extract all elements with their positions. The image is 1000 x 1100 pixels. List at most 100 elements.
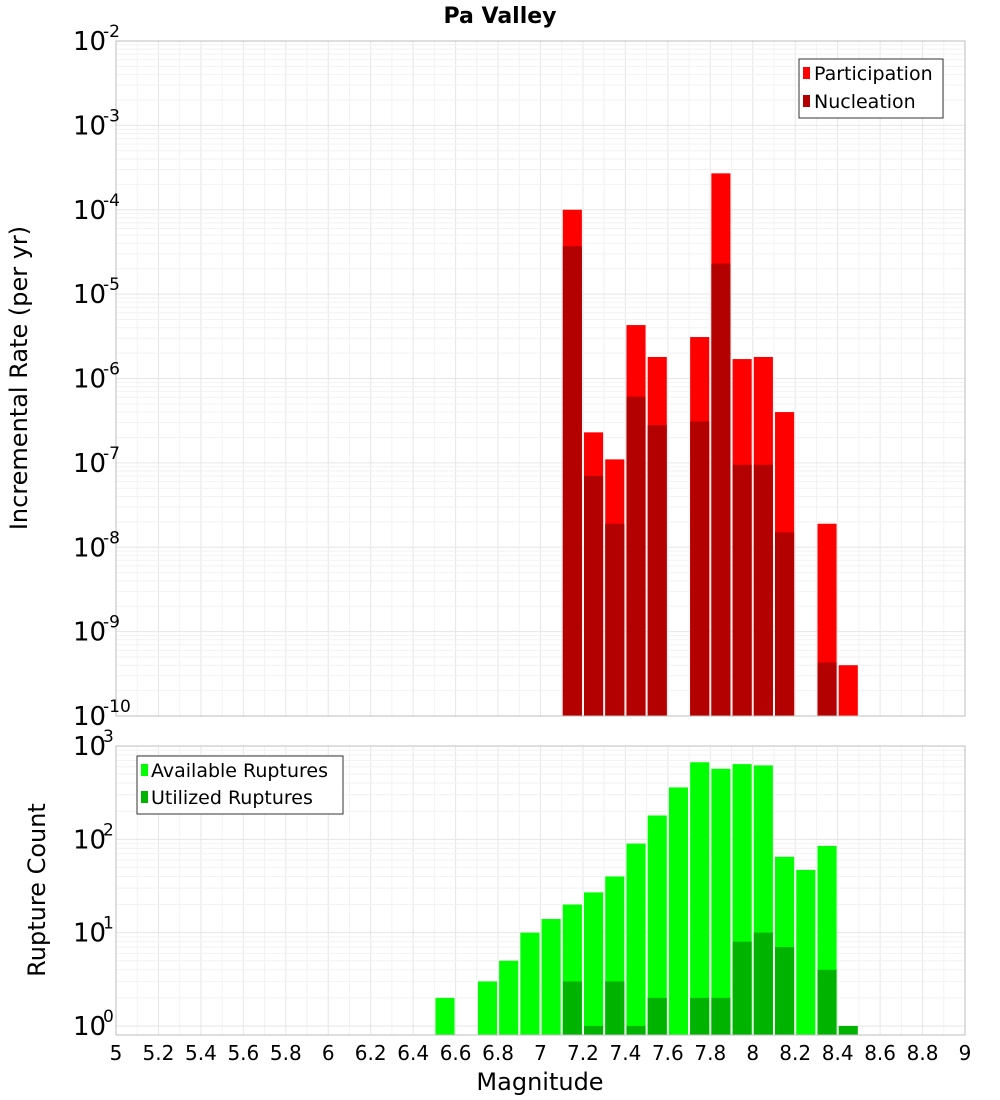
svg-text:-4: -4 [103,191,120,211]
available-ruptures-bar [477,981,497,1035]
svg-text:-6: -6 [103,360,120,380]
nucleation-bar [562,246,582,716]
available-ruptures-bar [711,768,731,1035]
available-ruptures-bar [435,997,455,1035]
available-ruptures-bar [541,919,561,1035]
bottom-y-tick-label: 100 [73,1007,114,1042]
svg-text:3: 3 [103,727,114,747]
top-bars [562,173,858,716]
legend-swatch-nucleation [803,95,810,107]
nucleation-bar [732,464,752,716]
nucleation-bar [775,532,795,716]
utilized-ruptures-bar [626,1025,646,1035]
utilized-ruptures-bar [838,1025,858,1035]
top-y-tick-label: 10-10 [73,697,131,732]
x-tick-label: 5.4 [185,1041,217,1065]
nucleation-bar [753,464,773,716]
available-ruptures-bar [647,815,667,1035]
bottom-y-tick-label: 102 [73,820,114,855]
bottom-y-tick-label: 103 [73,727,114,762]
nucleation-bar [584,475,604,716]
svg-text:2: 2 [103,820,114,840]
nucleation-bar [817,662,837,716]
svg-text:-8: -8 [103,528,120,548]
participation-bar [838,665,858,716]
nucleation-bar [605,523,625,716]
svg-text:10: 10 [73,533,106,563]
svg-text:10: 10 [73,825,106,855]
top-y-tick-label: 10-8 [73,528,120,563]
svg-text:10: 10 [73,280,106,310]
x-tick-label: 6.8 [482,1041,514,1065]
svg-text:-10: -10 [103,697,131,717]
x-axis-label: Magnitude [476,1068,603,1096]
legend-swatch-participation [803,67,810,79]
top-y-axis-label: Incremental Rate (per yr) [5,226,33,530]
top-gridlines [115,41,966,717]
x-tick-label: 5.8 [270,1041,302,1065]
x-tick-label: 8 [746,1041,759,1065]
bottom-plot-frame [115,745,966,1036]
legend-label-participation: Participation [814,63,933,85]
utilized-ruptures-bar [775,947,795,1035]
x-tick-label: 6.2 [355,1041,387,1065]
utilized-ruptures-bar [584,1025,604,1035]
legend-label-utilized: Utilized Ruptures [151,787,313,809]
x-tick-labels: 5 5.2 5.4 5.6 5.8 6 6.2 6.4 6.6 6.8 7 7.2 7.4 7.6 7.8 8… [110,1041,972,1065]
legend-swatch-utilized [141,791,148,803]
top-legend: Participation Nucleation [798,58,944,119]
bottom-y-tick-label: 101 [73,914,114,949]
utilized-ruptures-bar [647,997,667,1035]
svg-text:1: 1 [103,914,114,934]
available-ruptures-bar [796,869,816,1035]
top-y-tick-label: 10-4 [73,191,120,226]
utilized-ruptures-bar [690,997,710,1035]
x-tick-label: 9 [959,1041,972,1065]
nucleation-bar [626,396,646,716]
x-tick-label: 7.6 [652,1041,684,1065]
utilized-ruptures-bar [711,997,731,1035]
utilized-ruptures-bar [562,981,582,1035]
svg-text:10: 10 [73,365,106,395]
svg-text:10: 10 [73,27,106,57]
svg-text:10: 10 [73,449,106,479]
top-y-tick-label: 10-5 [73,275,120,310]
x-tick-label: 7.2 [567,1041,599,1065]
bottom-legend: Available Ruptures Utilized Ruptures [136,755,344,815]
x-tick-label: 8.8 [907,1041,939,1065]
top-y-tick-label: 10-3 [73,106,120,141]
top-y-tick-label: 10-2 [73,22,120,57]
svg-text:10: 10 [73,732,106,762]
legend-label-available: Available Ruptures [151,760,328,782]
bottom-bars [435,762,858,1035]
x-tick-label: 6.4 [397,1041,429,1065]
legend-swatch-available [141,764,148,776]
svg-text:10: 10 [73,702,106,732]
x-tick-label: 6.6 [440,1041,472,1065]
utilized-ruptures-bar [732,941,752,1035]
x-tick-label: 5 [110,1041,123,1065]
x-tick-label: 5.6 [227,1041,259,1065]
svg-text:10: 10 [73,919,106,949]
top-y-tick-label: 10-9 [73,613,120,648]
utilized-ruptures-bar [605,981,625,1035]
svg-text:-9: -9 [103,613,120,633]
x-tick-label: 5.2 [143,1041,175,1065]
available-ruptures-bar [690,762,710,1035]
svg-text:10: 10 [73,111,106,141]
utilized-ruptures-bar [817,969,837,1035]
nucleation-bar [711,263,731,716]
nucleation-bar [647,425,667,716]
legend-label-nucleation: Nucleation [814,91,916,113]
nucleation-bar [690,421,710,716]
available-ruptures-bar [499,960,519,1035]
svg-text:-3: -3 [103,106,120,126]
available-ruptures-bar [626,843,646,1035]
available-ruptures-bar [668,787,689,1035]
svg-text:-5: -5 [103,275,120,295]
